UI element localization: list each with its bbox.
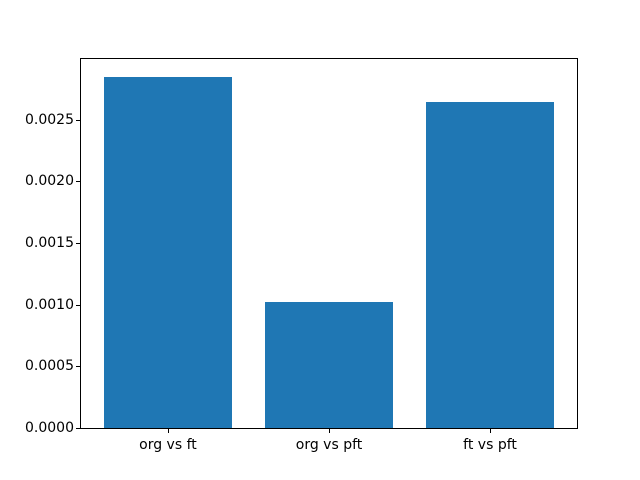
x-tick-label: ft vs pft [463,437,517,453]
y-tick-mark [76,119,80,121]
y-tick-label: 0.0015 [25,235,74,252]
y-tick-label: 0.0000 [25,420,74,436]
y-tick-mark [76,428,80,429]
bar-org-vs-ft [103,76,233,428]
bar-ft-vs-pft [425,102,555,428]
bar-org-vs-pft [264,302,394,428]
plot-area: org vs ft org vs pft ft vs pft 0.0000 0.0005… [25,58,578,453]
y-tick-mark [76,181,80,183]
x-tick-label: org vs pft [295,437,363,453]
x-tick-mark [329,429,330,433]
y-tick-label: 0.0010 [25,296,74,313]
y-tick-mark [76,304,80,306]
x-tick-mark [167,429,169,433]
y-tick-mark [76,366,80,368]
y-tick-label: 0.0025 [25,111,74,128]
y-tick-label: 0.0020 [25,173,74,190]
y-tick-mark [76,243,80,245]
x-tick-label: org vs ft [139,437,197,453]
x-tick-mark [490,429,492,433]
y-tick-label: 0.0005 [25,358,74,375]
